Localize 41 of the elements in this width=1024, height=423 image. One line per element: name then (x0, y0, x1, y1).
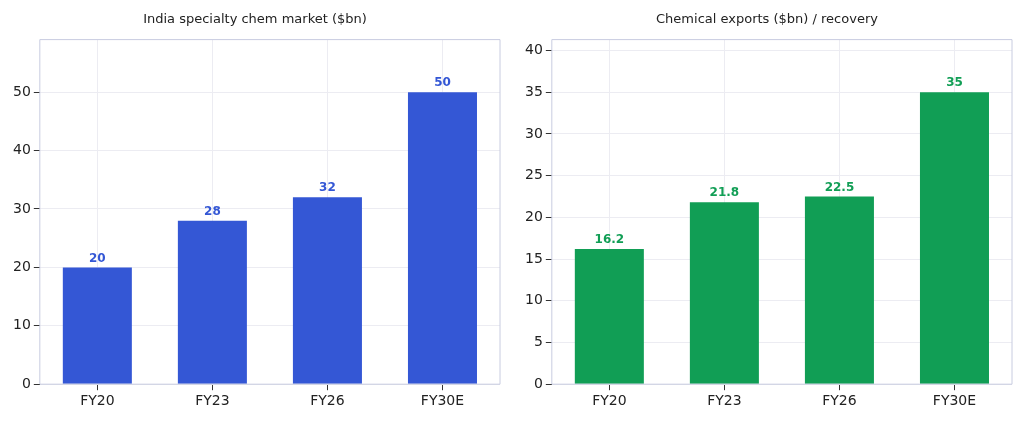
x-tick-label: FY26 (310, 392, 345, 409)
bar (177, 220, 247, 384)
y-tick-label: 10 (524, 291, 543, 308)
data-label: 28 (204, 203, 221, 218)
bar (292, 197, 362, 384)
bar (574, 249, 644, 384)
x-tick-label: FY30E (932, 392, 977, 409)
x-tick-label: FY20 (592, 392, 627, 409)
x-tick-label: FY23 (195, 392, 230, 409)
y-tick-label: 20 (524, 207, 543, 224)
y-tick-label: 0 (533, 374, 543, 391)
y-tick-label: 40 (524, 41, 543, 58)
y-tick-label: 0 (21, 374, 31, 391)
data-label: 35 (946, 75, 963, 90)
bar (919, 92, 989, 384)
y-tick-label: 25 (524, 166, 543, 183)
data-label: 16.2 (594, 232, 625, 247)
y-tick-label: 40 (12, 141, 31, 158)
y-tick-label: 20 (12, 258, 31, 275)
y-tick-label: 30 (12, 199, 31, 216)
y-tick-label: 30 (524, 124, 543, 141)
y-tick-label: 10 (12, 316, 31, 333)
bar (62, 267, 132, 384)
bar (689, 202, 759, 384)
bar (804, 196, 874, 384)
data-label: 50 (434, 75, 451, 90)
data-label: 20 (88, 250, 106, 265)
y-tick-label: 50 (12, 82, 31, 99)
x-tick-label: FY23 (707, 392, 742, 409)
y-tick-label: 35 (524, 82, 543, 99)
chart-title: India specialty chem market ($bn) (143, 11, 367, 27)
x-tick-label: FY20 (80, 392, 115, 409)
data-label: 21.8 (709, 185, 740, 200)
chart-title: Chemical exports ($bn) / recovery (656, 11, 879, 27)
bar (407, 92, 477, 384)
data-label: 32 (319, 180, 336, 195)
x-tick-label: FY30E (420, 392, 465, 409)
x-tick-label: FY26 (822, 392, 857, 409)
data-label: 22.5 (824, 179, 855, 194)
y-tick-label: 5 (533, 333, 543, 350)
y-tick-label: 15 (524, 249, 543, 266)
